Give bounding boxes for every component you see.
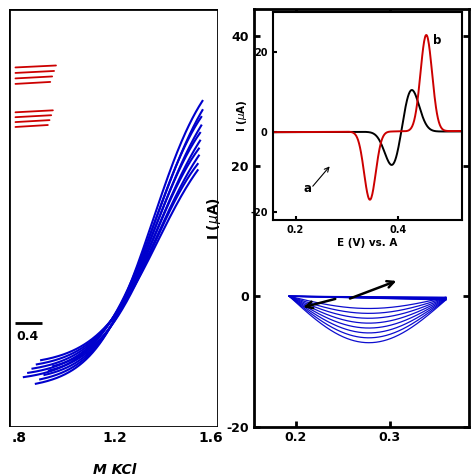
Text: 1.6: 1.6	[199, 431, 223, 445]
Text: M KCl: M KCl	[93, 463, 137, 474]
Y-axis label: I ($\mu$A): I ($\mu$A)	[235, 100, 249, 133]
Text: 1.2: 1.2	[102, 431, 128, 445]
X-axis label: E (V) vs. A: E (V) vs. A	[337, 238, 398, 248]
Y-axis label: I ($\mu$A): I ($\mu$A)	[205, 197, 223, 239]
Text: .8: .8	[11, 431, 27, 445]
Text: 0.4: 0.4	[16, 330, 38, 344]
Text: a: a	[303, 182, 311, 195]
Text: b: b	[433, 34, 441, 47]
